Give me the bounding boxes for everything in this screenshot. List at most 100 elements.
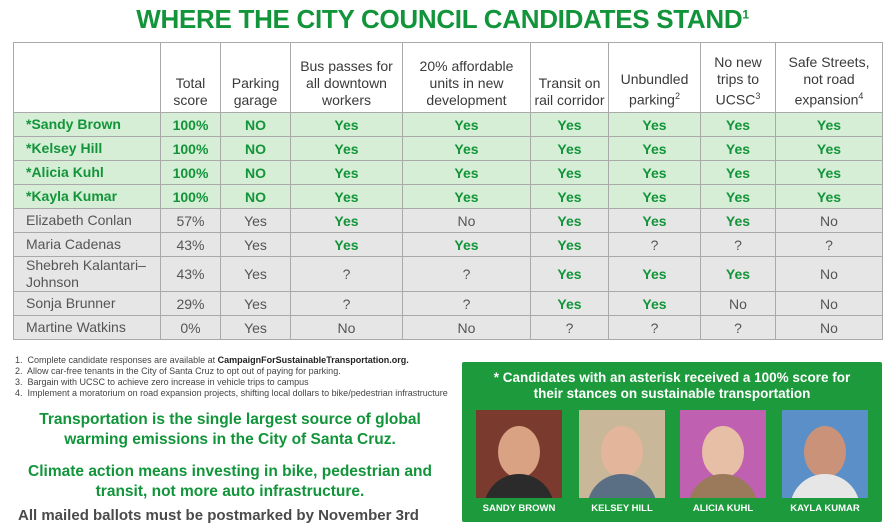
candidate-table: Total score Parking garage Bus passes for … — [13, 42, 883, 340]
footnote-text: Implement a moratorium on road expansion… — [27, 388, 448, 398]
cell: NO — [220, 136, 291, 161]
cell: Yes — [402, 112, 531, 137]
cell: ? — [402, 256, 531, 292]
candidate-name: Martine Watkins — [13, 315, 161, 340]
cell: Yes — [290, 208, 403, 233]
cell: No — [700, 291, 776, 316]
cell: Yes — [402, 160, 531, 185]
candidate-name: *Sandy Brown — [13, 112, 161, 137]
cell: No — [775, 315, 883, 340]
cell: 100% — [160, 112, 221, 137]
cell: No — [775, 256, 883, 292]
cell: Yes — [608, 291, 701, 316]
cell: NO — [220, 112, 291, 137]
cell: Yes — [220, 256, 291, 292]
photo-caption: SANDY BROWN — [482, 503, 556, 514]
candidate-row: *Sandy Brown 100% NO Yes Yes Yes Yes Yes Yes — [13, 112, 883, 137]
cell: Yes — [608, 184, 701, 209]
cell: Yes — [530, 136, 609, 161]
cell: 43% — [160, 256, 221, 292]
footnote: 1. Complete candidate responses are avai… — [15, 355, 448, 366]
cell: 100% — [160, 160, 221, 185]
cell: Yes — [290, 232, 403, 257]
footnotes: 1. Complete candidate responses are avai… — [15, 355, 448, 399]
cell: ? — [608, 315, 701, 340]
footnote: 2. Allow car-free tenants in the City of… — [15, 366, 448, 377]
footnote-link: CampaignForSustainableTransportation.org… — [217, 355, 409, 365]
candidate-name: *Alicia Kuhl — [13, 160, 161, 185]
header-text: Safe Streets, not road expansion — [788, 54, 870, 108]
cell: Yes — [402, 136, 531, 161]
candidate-name: Shebreh Kalantari–Johnson — [13, 256, 161, 292]
header-text: Bus passes for all downtown workers — [300, 58, 393, 108]
title: WHERE THE CITY COUNCIL CANDIDATES STAND1 — [0, 4, 885, 35]
cell: NO — [220, 160, 291, 185]
photo-caption: KELSEY HILL — [591, 503, 653, 514]
cell: Yes — [700, 160, 776, 185]
header-cell: Transit on rail corridor — [530, 42, 609, 113]
cell: Yes — [608, 136, 701, 161]
cell: Yes — [530, 160, 609, 185]
header-cell: Total score — [160, 42, 221, 113]
cell: Yes — [220, 208, 291, 233]
cell: Yes — [530, 208, 609, 233]
cell: No — [402, 208, 531, 233]
cell: Yes — [290, 160, 403, 185]
footnote-number: 4. — [15, 388, 23, 398]
cell: Yes — [220, 315, 291, 340]
cell: No — [290, 315, 403, 340]
footnote: 4. Implement a moratorium on road expans… — [15, 388, 448, 399]
cell: Yes — [530, 184, 609, 209]
cell: 57% — [160, 208, 221, 233]
photo-caption: ALICIA KUHL — [692, 503, 754, 514]
photo — [680, 410, 766, 498]
header-note: 3 — [755, 91, 761, 102]
callout-box: * Candidates with an asterisk received a… — [462, 362, 882, 522]
cell: ? — [402, 291, 531, 316]
cell: ? — [290, 291, 403, 316]
candidate-row: *Kelsey Hill 100% NO Yes Yes Yes Yes Yes Yes — [13, 136, 883, 161]
candidate-name: Maria Cadenas — [13, 232, 161, 257]
cell: Yes — [220, 291, 291, 316]
header-text: 20% affordable units in new development — [419, 58, 514, 108]
footnote-number: 2. — [15, 366, 23, 376]
table-body: *Sandy Brown 100% NO Yes Yes Yes Yes Yes Yes *Kel… — [13, 112, 883, 340]
footnote-text: Allow car-free tenants in the City of Sa… — [27, 366, 341, 376]
cell: Yes — [608, 208, 701, 233]
cell: No — [775, 208, 883, 233]
header-row: Total score Parking garage Bus passes for … — [13, 42, 883, 113]
deadline: All mailed ballots must be postmarked by… — [18, 507, 419, 524]
statement: Transportation is the single largest sou… — [39, 411, 421, 448]
candidate-row: Martine Watkins 0% Yes No No??? No — [13, 315, 883, 340]
footnote: 3. Bargain with UCSC to achieve zero inc… — [15, 377, 448, 388]
header-text: Parking garage — [231, 75, 280, 108]
candidate-row: *Alicia Kuhl 100% NO Yes Yes Yes Yes Yes Yes — [13, 160, 883, 185]
cell: Yes — [530, 232, 609, 257]
header-note: 2 — [674, 91, 680, 102]
cell: No — [402, 315, 531, 340]
header-cell: Parking garage — [220, 42, 291, 113]
candidate-row: *Kayla Kumar 100% NO Yes Yes Yes Yes Yes Yes — [13, 184, 883, 209]
candidate-name: *Kelsey Hill — [13, 136, 161, 161]
candidate-row: Sonja Brunner 29% Yes?? Yes Yes No No — [13, 291, 883, 316]
cell: Yes — [402, 232, 531, 257]
cell: 29% — [160, 291, 221, 316]
cell: Yes — [700, 256, 776, 292]
cell: 100% — [160, 136, 221, 161]
cell: Yes — [608, 256, 701, 292]
cell: Yes — [608, 160, 701, 185]
title-text: WHERE THE CITY COUNCIL CANDIDATES STAND — [136, 4, 743, 34]
header-text: No new trips to UCSC — [714, 54, 762, 108]
cell: ? — [530, 315, 609, 340]
cell: Yes — [700, 184, 776, 209]
statement: Climate action means investing in bike, … — [28, 463, 432, 500]
cell: ? — [290, 256, 403, 292]
header-text: Total score — [173, 75, 208, 108]
title-note: 1 — [742, 7, 749, 22]
cell: Yes — [608, 112, 701, 137]
cell: Yes — [290, 112, 403, 137]
cell: ? — [775, 232, 883, 257]
header-note: 4 — [858, 91, 864, 102]
photo-caption: KAYLA KUMAR — [790, 503, 860, 514]
footnote-number: 1. — [15, 355, 23, 365]
